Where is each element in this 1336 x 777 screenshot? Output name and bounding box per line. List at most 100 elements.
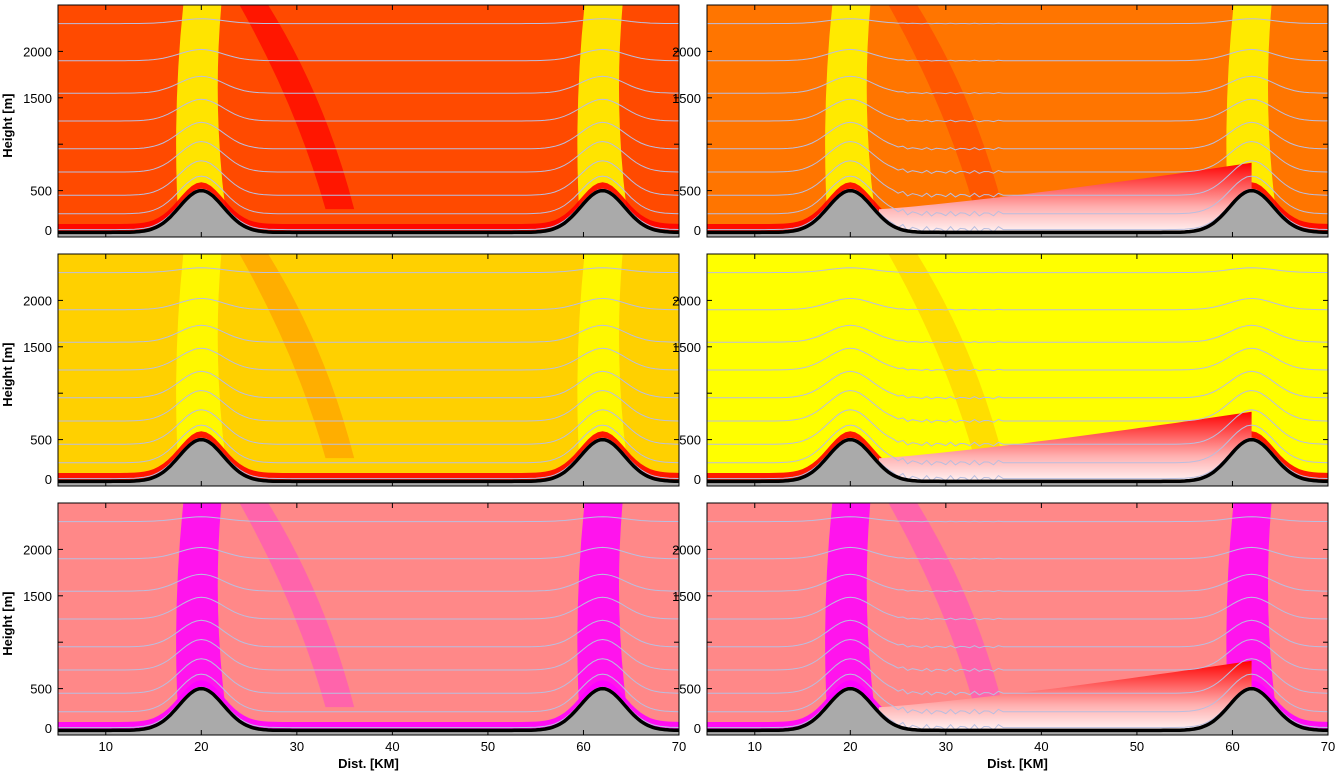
isoline-6: [58, 98, 679, 122]
cold-pool: [878, 660, 1252, 735]
isoline-8: [707, 48, 1328, 62]
y-axis-label: Height [m]: [0, 93, 15, 157]
isoline-4: [707, 638, 1328, 672]
isoline-6: [58, 596, 679, 620]
xtick-label: 30: [939, 739, 953, 754]
isoline-7: [707, 324, 1328, 344]
isoline-9: [707, 516, 1328, 523]
isoline-9: [58, 18, 679, 25]
plume-2: [577, 5, 631, 237]
ytick-label: 1500: [23, 91, 52, 106]
terrain-outline: [58, 437, 679, 484]
x-axis-label: Dist. [KM]: [987, 756, 1048, 771]
isoline-6: [707, 347, 1328, 372]
ytick-label: 2000: [23, 542, 52, 557]
axes-frame: [706, 4, 1329, 238]
isoline-4: [58, 140, 679, 173]
ytick-label: 1500: [23, 340, 52, 355]
isoline-6: [707, 98, 1328, 123]
isoline-8: [707, 546, 1328, 560]
xtick-label: 60: [1225, 739, 1239, 754]
isoline-3: [707, 409, 1328, 447]
ytick-label: 0: [45, 223, 52, 238]
plume-1: [176, 503, 230, 735]
isoline-7: [58, 324, 679, 343]
panel-row2-left: 0 500 1500 2000 Height [m]: [0, 253, 680, 487]
plume-1: [176, 5, 230, 237]
ytick-label: 0: [694, 223, 701, 238]
terrain-outline: [707, 437, 1328, 484]
terrain-fill: [707, 688, 1328, 735]
isoline-6: [707, 596, 1328, 621]
terrain-fill: [707, 190, 1328, 237]
plume-2: [577, 503, 631, 735]
plot-area: [707, 254, 1328, 486]
ytick-label: 2000: [672, 542, 701, 557]
isoline-7: [707, 75, 1328, 95]
isoline-3: [58, 658, 679, 694]
terrain-outline: [58, 686, 679, 733]
isoline-9: [707, 267, 1328, 274]
xtick-label: 40: [385, 739, 399, 754]
isoline-2: [58, 175, 679, 215]
isoline-5: [58, 619, 679, 648]
isoline-2: [707, 673, 1328, 715]
wave-band: [239, 503, 355, 708]
isoline-6: [58, 347, 679, 371]
terrain-fill: [58, 439, 679, 486]
isoline-9: [707, 18, 1328, 25]
y-axis-label: Height [m]: [0, 342, 15, 406]
plume-1: [825, 5, 879, 237]
ytick-label: 500: [30, 682, 52, 697]
isoline-2: [58, 424, 679, 464]
plot-area: [707, 503, 1328, 735]
ytick-label: 2000: [23, 293, 52, 308]
isoline-9: [58, 267, 679, 274]
xtick-label: 40: [1034, 739, 1048, 754]
plume-1: [825, 503, 879, 735]
xtick-label: 60: [576, 739, 590, 754]
isoline-7: [707, 573, 1328, 593]
isoline-7: [58, 573, 679, 592]
isoline-3: [707, 658, 1328, 696]
cold-pool: [878, 162, 1252, 237]
ytick-label: 1500: [672, 340, 701, 355]
xtick-label: 50: [1130, 739, 1144, 754]
wave-band: [888, 503, 1004, 708]
isoline-5: [58, 370, 679, 399]
isoline-8: [58, 48, 679, 62]
isoline-4: [707, 389, 1328, 423]
terrain-outline: [707, 686, 1328, 733]
wave-band: [239, 254, 355, 459]
wave-band: [888, 5, 1004, 210]
xtick-label: 70: [1321, 739, 1335, 754]
panel-row3-right: 0 500 1500 2000 10 20 30 40 50 60 70 Dist. [KM]: [672, 502, 1335, 771]
ytick-label: 1500: [672, 589, 701, 604]
panel-row1-left: 0 500 1500 2000 Height [m]: [0, 4, 680, 238]
ytick-label: 0: [45, 721, 52, 736]
terrain-fill: [707, 439, 1328, 486]
xtick-label: 10: [99, 739, 113, 754]
ytick-label: 500: [30, 433, 52, 448]
isoline-9: [58, 516, 679, 523]
plot-area: [58, 503, 679, 735]
terrain-outline: [58, 188, 679, 235]
plume-1: [825, 254, 879, 486]
panel-row3-left: 0 500 1500 2000 10 20 30 40 50 60 70 Height [m] Dist…: [0, 502, 686, 771]
ytick-label: 2000: [23, 44, 52, 59]
isoline-4: [58, 389, 679, 422]
isoline-2: [707, 175, 1328, 217]
panel-row1-right: 0 500 1500 2000: [672, 4, 1329, 238]
isoline-5: [707, 121, 1328, 151]
isoline-4: [58, 638, 679, 671]
axes-frame: [57, 253, 680, 487]
ytick-label: 1500: [672, 91, 701, 106]
isoline-5: [707, 370, 1328, 400]
xtick-label: 50: [481, 739, 495, 754]
axes-frame: [706, 502, 1329, 736]
axes-frame: [57, 502, 680, 736]
ytick-label: 2000: [672, 44, 701, 59]
xtick-label: 30: [290, 739, 304, 754]
wave-band: [888, 254, 1004, 459]
